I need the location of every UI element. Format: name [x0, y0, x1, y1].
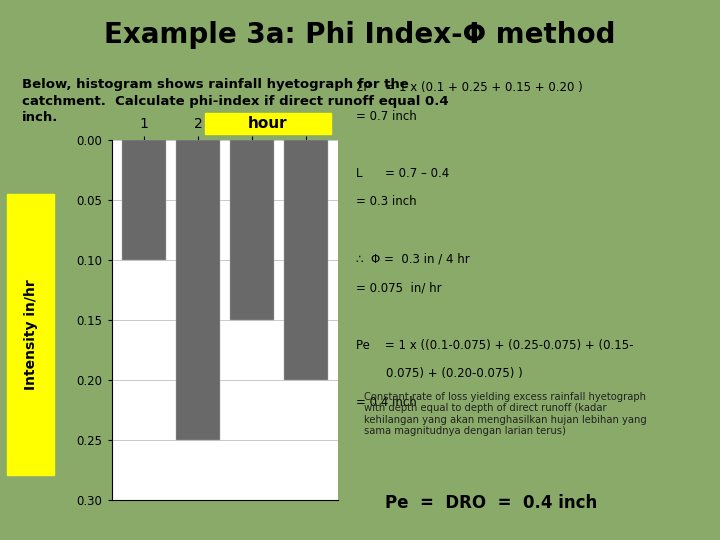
Text: ∴  Φ =  0.3 in / 4 hr: ∴ Φ = 0.3 in / 4 hr [356, 253, 470, 266]
Text: Intensity in/hr: Intensity in/hr [24, 279, 37, 390]
Bar [230, 140, 274, 320]
Text: Pe    = 1 x ((0.1-0.075) + (0.25-0.075) + (0.15-: Pe = 1 x ((0.1-0.075) + (0.25-0.075) + (… [356, 339, 634, 352]
Text: inch.: inch. [22, 111, 58, 124]
Text: = 0.075  in/ hr: = 0.075 in/ hr [356, 281, 442, 294]
Text: = 0.7 inch: = 0.7 inch [356, 110, 417, 123]
Bar [176, 140, 220, 440]
Bar [122, 140, 166, 260]
Text: hour: hour [248, 116, 288, 131]
Text: 0.075) + (0.20-0.075) ): 0.075) + (0.20-0.075) ) [356, 367, 523, 380]
Text: Below, histogram shows rainfall hyetograph for the: Below, histogram shows rainfall hyetogra… [22, 78, 408, 91]
Text: catchment.  Calculate phi-index if direct runoff equal 0.4: catchment. Calculate phi-index if direct… [22, 94, 449, 107]
Text: = 0.3 inch: = 0.3 inch [356, 195, 417, 208]
Text: ΣP    = 1 x (0.1 + 0.25 + 0.15 + 0.20 ): ΣP = 1 x (0.1 + 0.25 + 0.15 + 0.20 ) [356, 81, 583, 94]
Text: = 0.4 inch: = 0.4 inch [356, 396, 417, 409]
Text: L      = 0.7 – 0.4: L = 0.7 – 0.4 [356, 167, 450, 180]
Text: Example 3a: Phi Index-Φ method: Example 3a: Phi Index-Φ method [104, 21, 616, 49]
Text: Constant rate of loss yielding excess rainfall hyetograph
with depth equal to de: Constant rate of loss yielding excess ra… [364, 392, 647, 436]
Text: Pe  =  DRO  =  0.4 inch: Pe = DRO = 0.4 inch [385, 494, 598, 512]
Bar [284, 140, 328, 380]
